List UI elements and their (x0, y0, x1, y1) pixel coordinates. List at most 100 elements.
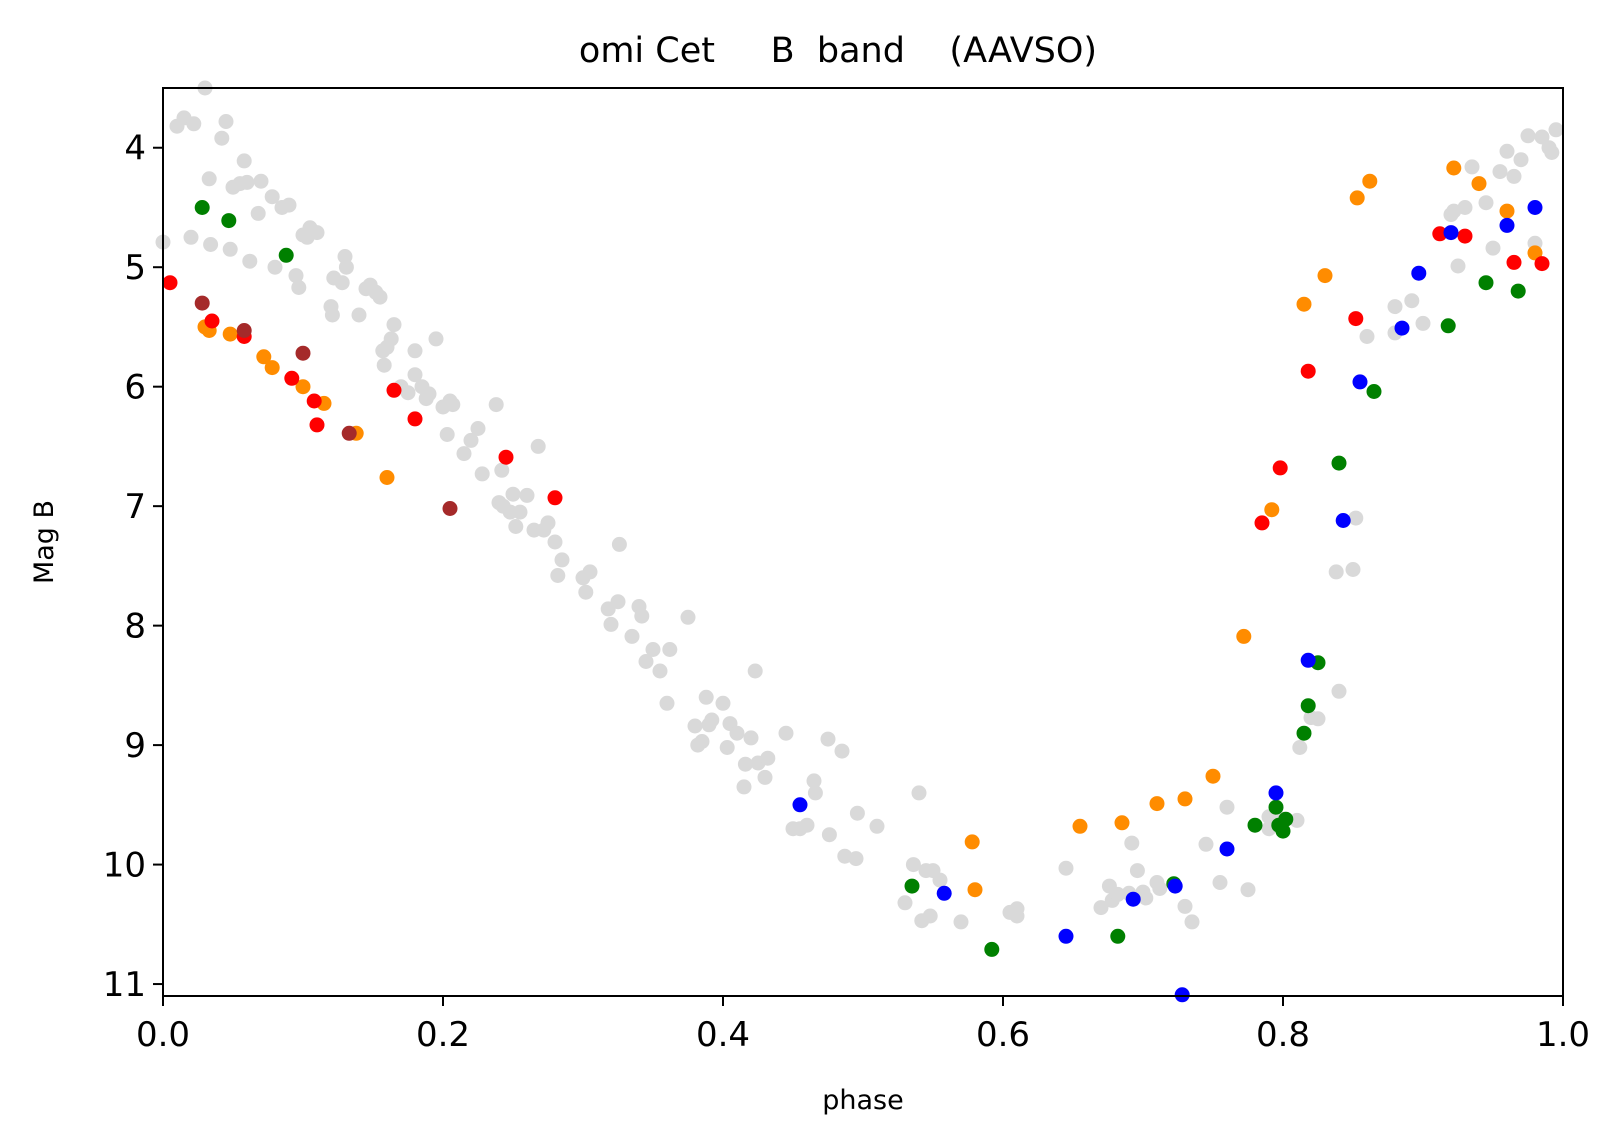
data-point (1432, 226, 1448, 242)
y-axis: 4 5 6 7 8 9 10 11 (103, 129, 163, 1005)
data-point (1110, 928, 1126, 944)
data-point (221, 213, 237, 229)
data-point (400, 385, 416, 401)
data-point (704, 712, 720, 728)
data-point (291, 280, 307, 295)
data-point (1149, 796, 1165, 812)
y-axis-title: Mag B (29, 500, 60, 584)
data-point (1275, 823, 1291, 839)
data-point (421, 386, 437, 402)
data-point (719, 740, 735, 755)
data-point (1300, 698, 1316, 714)
data-point (1394, 320, 1410, 336)
data-point (264, 189, 280, 205)
data-point (547, 490, 563, 506)
data-point (494, 462, 510, 478)
data-point (936, 885, 952, 901)
data-point (1110, 886, 1126, 902)
data-point (1058, 928, 1074, 944)
data-point (239, 174, 255, 190)
data-point (1328, 564, 1344, 580)
data-point (1499, 203, 1515, 219)
data-point (578, 584, 594, 600)
data-point (736, 779, 752, 795)
data-point (222, 326, 238, 342)
data-point (1296, 725, 1312, 741)
y-tick-label: 9 (124, 726, 146, 766)
data-point (203, 237, 219, 252)
x-axis-title: phase (822, 1085, 903, 1116)
data-point (407, 343, 423, 359)
data-point (1544, 145, 1560, 160)
data-point (242, 253, 258, 269)
data-point (214, 130, 230, 146)
x-tick-label: 0.6 (976, 1015, 1030, 1055)
data-point (470, 421, 486, 436)
data-point (1058, 860, 1074, 876)
data-point (1478, 275, 1494, 291)
data-point (554, 552, 570, 568)
data-point (967, 882, 983, 898)
data-point (1359, 329, 1375, 344)
data-point (694, 734, 710, 749)
series-4 (194, 200, 1526, 957)
data-point (488, 397, 504, 413)
data-point (1219, 799, 1235, 815)
data-point (737, 756, 753, 772)
series-5 (792, 200, 1543, 1003)
data-point (582, 564, 598, 580)
data-point (439, 427, 455, 442)
data-point (1492, 164, 1508, 180)
data-point (386, 382, 402, 398)
data-point (1404, 293, 1420, 309)
data-point (964, 834, 980, 850)
data-point (1138, 890, 1154, 906)
data-point (204, 313, 220, 329)
data-point (519, 487, 535, 503)
data-point (253, 173, 269, 189)
data-point (186, 116, 202, 132)
data-point (334, 275, 350, 291)
data-point (610, 594, 626, 610)
data-point (162, 275, 178, 291)
y-tick-label: 10 (103, 846, 146, 886)
data-point (1506, 254, 1522, 270)
data-point (1289, 812, 1305, 828)
data-point (1506, 168, 1522, 184)
data-point (848, 851, 864, 867)
data-point (547, 534, 563, 550)
data-point (309, 417, 325, 433)
data-point (747, 663, 763, 679)
data-point (338, 259, 354, 275)
data-point (652, 663, 668, 679)
data-point (194, 295, 210, 311)
data-point (1247, 817, 1263, 833)
data-point (603, 616, 619, 632)
data-point (1450, 258, 1466, 274)
data-point (1125, 891, 1141, 907)
data-point (1072, 818, 1088, 834)
series-2 (162, 226, 1550, 531)
data-point (743, 730, 759, 746)
data-point (1129, 863, 1145, 879)
data-point (1296, 296, 1312, 312)
data-point (1362, 173, 1378, 189)
chart-title: omi Cet B band (AAVSO) (579, 31, 1097, 71)
data-point (284, 370, 300, 386)
data-point (1278, 811, 1294, 827)
data-point (849, 805, 865, 821)
data-point (760, 750, 776, 766)
y-tick-label: 11 (103, 965, 146, 1005)
data-point (757, 769, 773, 785)
data-point (1534, 129, 1550, 145)
data-point (1499, 217, 1515, 233)
data-point (1300, 652, 1316, 668)
data-point (1310, 711, 1326, 727)
data-point (474, 466, 490, 482)
data-point (1174, 987, 1190, 1003)
data-point (1499, 143, 1515, 159)
data-point (550, 568, 566, 583)
data-point (1317, 268, 1333, 284)
data-point (1236, 628, 1252, 644)
data-point (324, 307, 340, 323)
